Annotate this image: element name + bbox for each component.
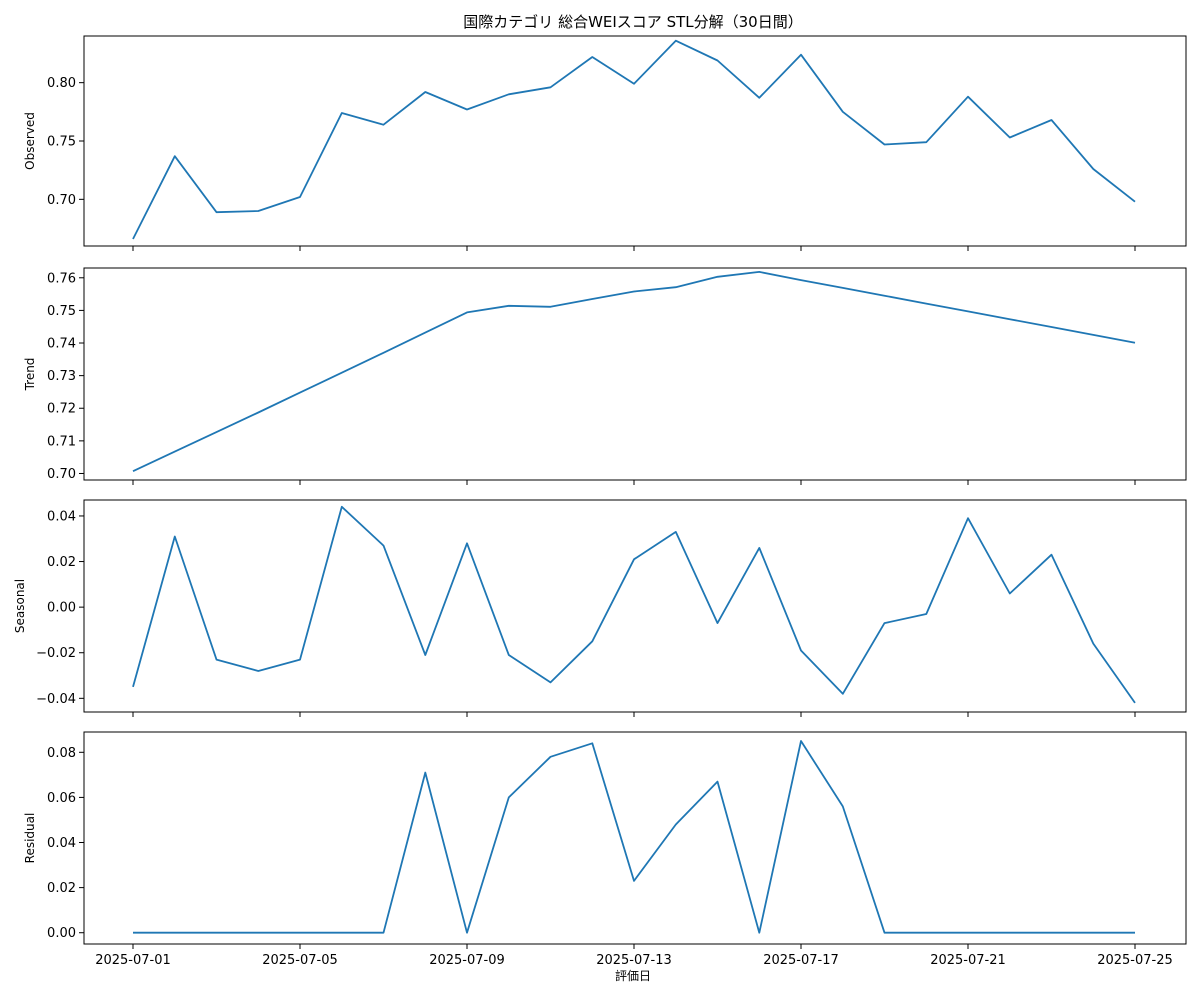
trend-y-tick-label: 0.75 — [47, 304, 76, 319]
trend-y-axis-label: Trend — [23, 358, 37, 392]
x-tick-label: 2025-07-01 — [95, 953, 171, 968]
trend-y-tick-label: 0.73 — [47, 369, 76, 384]
x-tick-label: 2025-07-25 — [1097, 953, 1173, 968]
trend-plot-frame — [83, 267, 1187, 481]
observed-series-line — [132, 39, 1136, 240]
panel-observed: 0.70 0.75 0.80 Observed — [23, 35, 1187, 251]
seasonal-y-tick-label: −0.04 — [36, 692, 76, 707]
seasonal-plot-frame — [83, 499, 1187, 713]
residual-y-axis-label: Residual — [23, 813, 37, 864]
trend-series-line — [132, 270, 1136, 473]
panel-residual: 0.00 0.02 0.04 0.06 0.08 Residual 2025-07-01 20… — [23, 731, 1187, 968]
x-axis-label: 評価日 — [615, 968, 651, 983]
observed-plot-frame — [83, 35, 1187, 247]
panels: 0.70 0.75 0.80 Observed 0.70 0.71 0.72 0.73 0.74… — [13, 35, 1187, 968]
observed-y-tick-label: 0.80 — [47, 76, 76, 91]
trend-y-tick-label: 0.74 — [47, 337, 76, 352]
trend-y-tick-label: 0.71 — [47, 434, 76, 449]
residual-y-tick-label: 0.08 — [47, 746, 76, 761]
seasonal-y-tick-label: 0.04 — [47, 509, 76, 524]
residual-y-tick-label: 0.04 — [47, 836, 76, 851]
seasonal-y-tick-label: 0.02 — [47, 555, 76, 570]
trend-y-tick-label: 0.72 — [47, 402, 76, 417]
trend-y-tick-label: 0.70 — [47, 467, 76, 482]
x-tick-label: 2025-07-05 — [262, 953, 338, 968]
seasonal-y-axis-label: Seasonal — [13, 579, 27, 633]
residual-y-tick-label: 0.00 — [47, 926, 76, 941]
residual-plot-frame — [83, 731, 1187, 945]
observed-y-tick-label: 0.70 — [47, 193, 76, 208]
seasonal-series-line — [132, 505, 1136, 704]
observed-y-axis-label: Observed — [23, 112, 37, 170]
seasonal-y-tick-label: −0.02 — [36, 646, 76, 661]
panel-seasonal: −0.04 −0.02 0.00 0.02 0.04 Seasonal — [13, 499, 1187, 717]
chart-title: 国際カテゴリ 総合WEIスコア STL分解（30日間） — [463, 13, 802, 31]
x-tick-label: 2025-07-09 — [429, 953, 505, 968]
x-tick-label: 2025-07-13 — [596, 953, 672, 968]
residual-y-tick-label: 0.02 — [47, 881, 76, 896]
x-tick-label: 2025-07-17 — [763, 953, 839, 968]
observed-y-tick-label: 0.75 — [47, 135, 76, 150]
residual-y-tick-label: 0.06 — [47, 791, 76, 806]
x-tick-label: 2025-07-21 — [930, 953, 1006, 968]
seasonal-y-tick-label: 0.00 — [47, 601, 76, 616]
residual-series-line — [133, 740, 1135, 934]
panel-trend: 0.70 0.71 0.72 0.73 0.74 0.75 0.76 Trend — [23, 267, 1187, 485]
trend-y-tick-label: 0.76 — [47, 271, 76, 286]
